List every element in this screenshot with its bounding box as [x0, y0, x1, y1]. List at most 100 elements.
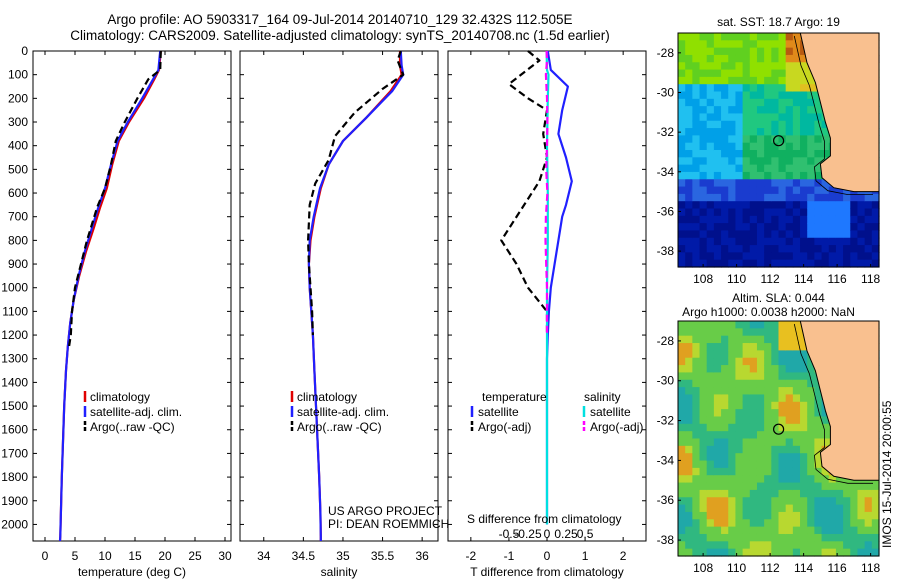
- map-cell: [764, 76, 772, 85]
- map-cell: [692, 526, 701, 535]
- map-cell: [735, 423, 744, 432]
- map-cell: [706, 259, 715, 268]
- map-cell: [713, 62, 722, 71]
- map-cell: [749, 245, 758, 253]
- map-cell: [699, 394, 708, 403]
- map-cell: [713, 416, 722, 425]
- map-cell: [764, 541, 772, 550]
- map-cell: [721, 431, 729, 440]
- x-tick-label: 1: [582, 549, 589, 563]
- map-cell: [692, 475, 701, 484]
- map-cell: [764, 387, 772, 396]
- map-cell: [792, 252, 801, 261]
- map-cell: [706, 438, 715, 447]
- map-cell: [735, 120, 744, 129]
- map-cell: [871, 237, 880, 246]
- map-cell: [835, 519, 844, 528]
- map-cell: [800, 453, 808, 462]
- map-cell: [692, 533, 701, 542]
- map-cell: [713, 164, 722, 173]
- map-cell: [764, 423, 772, 432]
- map-cell: [692, 409, 701, 418]
- map-cell: [706, 164, 715, 173]
- map-cell: [807, 475, 815, 484]
- map-subtitle: Argo h1000: 0.0038 h2000: NaN: [682, 305, 855, 319]
- map-cell: [814, 453, 823, 462]
- panel-frame: [32, 50, 232, 542]
- project-annotation: PI: DEAN ROEMMICH: [328, 517, 449, 531]
- map-cell: [685, 193, 693, 202]
- map-cell: [699, 208, 708, 217]
- map-cell: [685, 120, 693, 129]
- map-cell: [692, 33, 701, 41]
- map-cell: [728, 504, 737, 513]
- map-cell: [685, 259, 693, 268]
- map-cell: [692, 40, 701, 49]
- map-cell: [800, 171, 808, 180]
- map-cell: [735, 98, 744, 107]
- map-cell: [821, 489, 830, 498]
- map-cell: [821, 215, 830, 224]
- map-cell: [800, 401, 808, 410]
- map-cell: [728, 533, 737, 542]
- map-cell: [756, 533, 765, 542]
- map-cell: [692, 416, 701, 425]
- map-cell: [857, 548, 866, 557]
- map-cell: [807, 259, 815, 268]
- x-axis-label: salinity: [321, 565, 358, 579]
- y-tick-label: 500: [8, 162, 28, 176]
- map-cell: [756, 526, 765, 535]
- map-cell: [778, 335, 787, 344]
- map-cell: [685, 519, 693, 528]
- map-cell: [800, 179, 808, 188]
- map-cell: [692, 343, 701, 351]
- map-cell: [764, 365, 772, 373]
- map-cell: [857, 482, 866, 491]
- map-cell: [728, 208, 737, 217]
- map-cell: [800, 47, 808, 56]
- map-cell: [692, 328, 701, 337]
- map-cell: [678, 150, 686, 158]
- map-cell: [792, 91, 801, 100]
- map-cell: [749, 460, 758, 469]
- map-cell: [728, 453, 737, 462]
- map-cell: [821, 252, 830, 261]
- map-cell: [785, 54, 794, 63]
- map-cell: [800, 387, 808, 396]
- map-cell: [692, 215, 701, 224]
- map-cell: [764, 431, 772, 440]
- map-cell: [771, 157, 780, 166]
- map-cell: [749, 416, 758, 425]
- map-cell: [821, 128, 830, 136]
- map-cell: [764, 135, 772, 144]
- map-cell: [835, 215, 844, 224]
- map-cell: [857, 223, 866, 232]
- map-cell: [800, 245, 808, 253]
- map-cell: [778, 321, 787, 329]
- map-cell: [792, 387, 801, 396]
- map-cell: [871, 497, 880, 506]
- map-cell: [728, 482, 737, 491]
- map-cell: [800, 343, 808, 351]
- map-cell: [749, 519, 758, 528]
- map-cell: [756, 69, 765, 78]
- map-cell: [706, 186, 715, 195]
- map-cell: [728, 252, 737, 261]
- map-cell: [699, 409, 708, 418]
- shelf-contour: [793, 35, 873, 196]
- map-cell: [756, 106, 765, 115]
- map-cell: [721, 533, 729, 542]
- map-cell: [706, 526, 715, 535]
- map-cell: [713, 365, 722, 373]
- map-cell: [756, 372, 765, 381]
- map-cell: [756, 252, 765, 261]
- map-cell: [735, 541, 744, 550]
- map-cell: [721, 350, 729, 359]
- map-cell: [807, 431, 815, 440]
- map-cell: [807, 482, 815, 491]
- map-cell: [764, 47, 772, 56]
- map-cell: [721, 548, 729, 557]
- map-cell: [778, 453, 787, 462]
- map-cell: [728, 223, 737, 232]
- map-cell: [685, 475, 693, 484]
